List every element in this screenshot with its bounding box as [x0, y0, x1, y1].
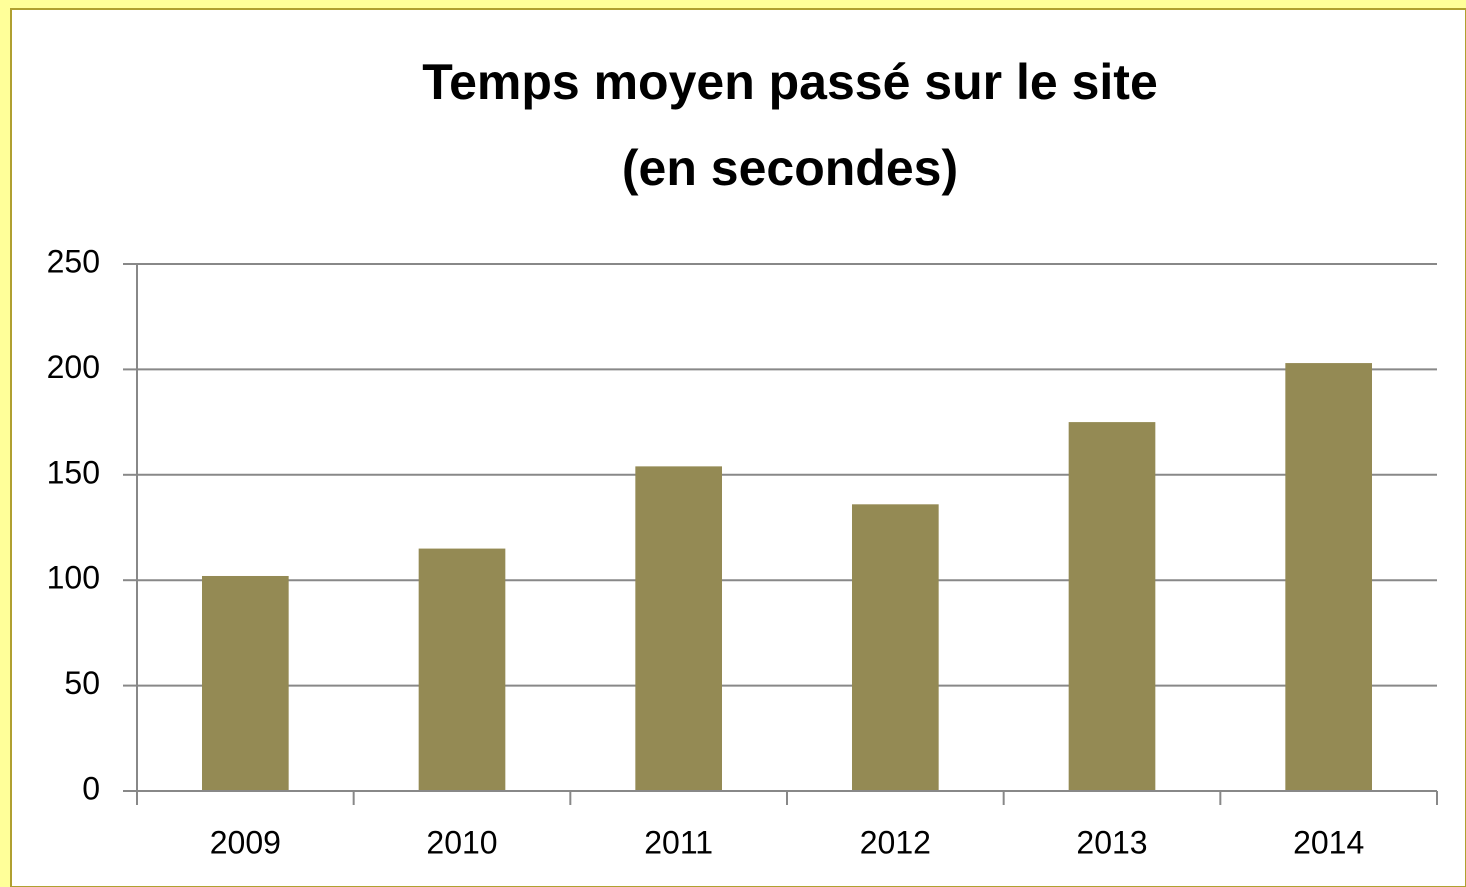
x-tick-label: 2012	[860, 824, 931, 860]
bar	[635, 466, 722, 791]
y-tick-label: 100	[47, 560, 100, 596]
x-tick-label: 2010	[426, 824, 497, 860]
y-tick-label: 250	[47, 243, 100, 279]
bar	[202, 575, 289, 791]
bar	[1068, 422, 1156, 791]
x-tick-label: 2013	[1076, 824, 1147, 860]
chart-title: Temps moyen passé sur le site	[422, 54, 1158, 110]
y-tick-label: 150	[47, 454, 100, 490]
y-tick-label: 0	[82, 770, 100, 806]
bar	[418, 548, 506, 791]
x-tick-label: 2014	[1293, 824, 1364, 860]
bar	[852, 504, 939, 791]
x-tick-label: 2011	[644, 824, 713, 860]
bar	[1285, 363, 1372, 791]
y-tick-label: 50	[64, 665, 100, 701]
chart-subtitle: (en secondes)	[622, 140, 958, 196]
x-tick-label: 2009	[210, 824, 281, 860]
y-tick-label: 200	[47, 349, 100, 385]
